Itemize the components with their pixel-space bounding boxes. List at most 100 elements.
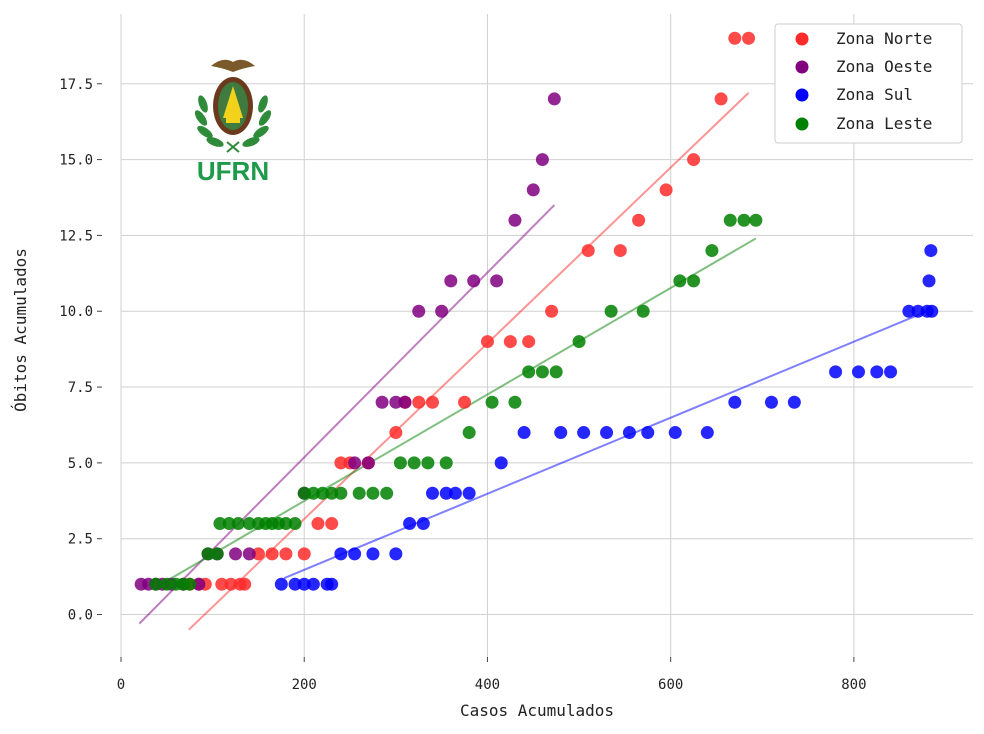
data-point-zona-oeste <box>361 456 375 470</box>
data-point-zona-norte <box>325 517 339 531</box>
data-point-zona-sul <box>439 486 453 500</box>
data-point-zona-sul <box>622 426 636 440</box>
data-point-zona-sul <box>348 547 362 561</box>
data-point-zona-leste <box>160 577 174 591</box>
data-point-zona-norte <box>265 547 279 561</box>
data-point-zona-oeste <box>389 395 403 409</box>
data-point-zona-sul <box>851 365 865 379</box>
legend-label-zona-sul: Zona Sul <box>836 85 913 104</box>
data-point-zona-norte <box>389 426 403 440</box>
data-point-zona-sul <box>297 577 311 591</box>
data-point-zona-sul <box>403 517 417 531</box>
data-point-zona-leste <box>673 274 687 288</box>
data-point-zona-norte <box>334 456 348 470</box>
y-tick-label: 10.0 <box>59 304 93 320</box>
x-tick-label: 400 <box>475 677 500 693</box>
data-point-zona-norte <box>714 92 728 106</box>
data-point-zona-oeste <box>375 395 389 409</box>
data-point-zona-leste <box>306 486 320 500</box>
data-point-zona-leste <box>352 486 366 500</box>
y-tick-label: 5.0 <box>68 456 93 472</box>
legend-label-zona-leste: Zona Leste <box>836 114 932 133</box>
y-tick-label: 17.5 <box>59 77 93 93</box>
data-point-zona-oeste <box>398 395 412 409</box>
trend-line-zona-sul <box>283 310 928 580</box>
data-point-zona-oeste <box>229 547 243 561</box>
data-point-zona-sul <box>389 547 403 561</box>
y-axis-title: Óbitos Acumulados <box>11 248 30 412</box>
data-point-zona-norte <box>412 395 426 409</box>
data-point-zona-sul <box>911 304 925 318</box>
data-point-zona-leste <box>723 213 737 227</box>
y-tick-label: 0.0 <box>68 608 93 624</box>
data-point-zona-sul <box>288 577 302 591</box>
legend-marker-zona-sul <box>795 88 809 102</box>
data-point-zona-leste <box>366 486 380 500</box>
y-axis-ticks: 0.0 2.5 5.0 7.5 10.0 12.5 15.0 17.5 <box>59 77 102 624</box>
data-point-zona-sul <box>884 365 898 379</box>
data-point-zona-leste <box>485 395 499 409</box>
data-point-zona-oeste <box>490 274 504 288</box>
data-point-zona-sul <box>577 426 591 440</box>
data-point-zona-sul <box>334 547 348 561</box>
legend-label-zona-norte: Zona Norte <box>836 29 932 48</box>
data-point-zona-sul <box>728 395 742 409</box>
data-point-zona-leste <box>213 517 227 531</box>
data-point-zona-leste <box>297 486 311 500</box>
x-tick-label: 800 <box>841 677 866 693</box>
data-point-zona-leste <box>210 547 224 561</box>
data-point-zona-leste <box>393 456 407 470</box>
data-point-zona-sul <box>922 274 936 288</box>
legend-marker-zona-leste <box>795 117 809 131</box>
data-point-zona-norte <box>425 395 439 409</box>
data-point-zona-sul <box>902 304 916 318</box>
data-point-zona-leste <box>407 456 421 470</box>
data-point-zona-leste <box>334 486 348 500</box>
data-point-zona-norte <box>458 395 472 409</box>
data-point-zona-leste <box>279 517 293 531</box>
x-tick-label: 0 <box>117 677 125 693</box>
x-axis-title: Casos Acumulados <box>460 701 614 720</box>
data-point-zona-norte <box>613 244 627 258</box>
data-point-zona-leste <box>183 577 197 591</box>
data-point-zona-norte <box>522 335 536 349</box>
data-point-zona-norte <box>545 304 559 318</box>
data-point-zona-norte <box>480 335 494 349</box>
data-point-zona-oeste <box>535 153 549 167</box>
legend-box <box>774 23 963 144</box>
data-point-zona-sul <box>554 426 568 440</box>
data-point-zona-sul <box>787 395 801 409</box>
data-point-zona-leste <box>522 365 536 379</box>
legend: Zona Norte Zona Oeste Zona Sul Zona Lest… <box>774 23 963 144</box>
data-point-zona-sul <box>425 486 439 500</box>
data-point-zona-leste <box>288 517 302 531</box>
data-point-zona-norte <box>297 547 311 561</box>
data-point-zona-leste <box>535 365 549 379</box>
data-point-zona-sul <box>700 426 714 440</box>
data-point-zona-leste <box>231 517 245 531</box>
legend-marker-zona-oeste <box>795 60 809 74</box>
data-point-zona-norte <box>503 335 517 349</box>
data-point-zona-sul <box>829 365 843 379</box>
data-point-zona-norte <box>659 183 673 197</box>
data-point-zona-leste <box>222 517 236 531</box>
data-point-zona-norte <box>215 577 229 591</box>
data-point-zona-oeste <box>242 547 256 561</box>
x-tick-label: 200 <box>292 677 317 693</box>
data-point-zona-sul <box>306 577 320 591</box>
data-point-zona-leste <box>201 547 215 561</box>
data-point-zona-sul <box>462 486 476 500</box>
data-point-zona-leste <box>705 244 719 258</box>
logo-text: UFRN <box>197 156 269 186</box>
data-point-zona-oeste <box>348 456 362 470</box>
legend-marker-zona-norte <box>795 32 809 46</box>
data-point-zona-norte <box>728 31 742 45</box>
ufrn-logo: UFRN <box>194 59 272 186</box>
data-point-zona-sul <box>641 426 655 440</box>
data-point-zona-norte <box>742 31 756 45</box>
data-point-zona-oeste <box>435 304 449 318</box>
data-point-zona-oeste <box>547 92 561 106</box>
y-tick-label: 7.5 <box>68 380 93 396</box>
data-point-zona-leste <box>462 426 476 440</box>
